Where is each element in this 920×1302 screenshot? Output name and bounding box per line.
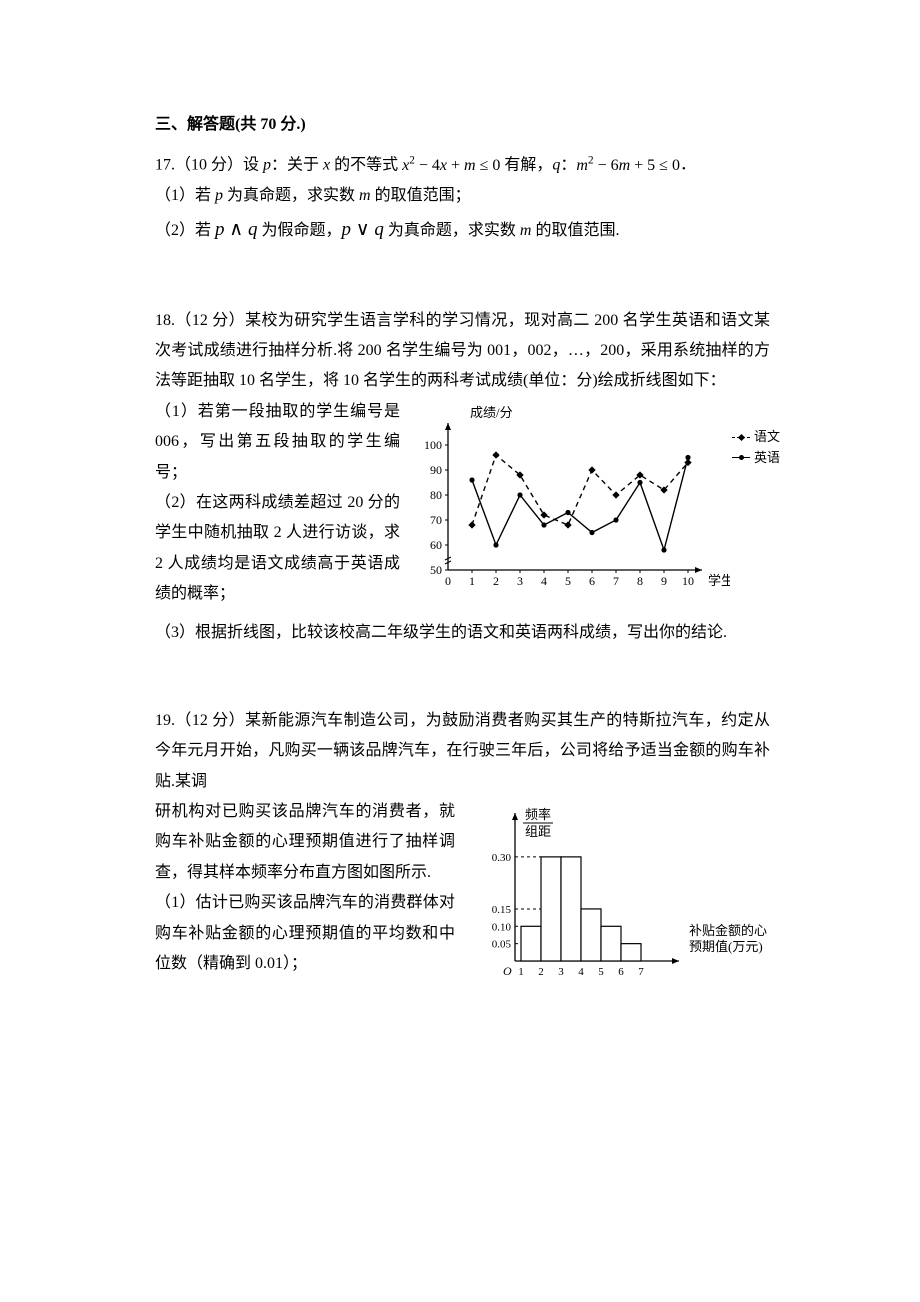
svg-text:补贴金额的心理: 补贴金额的心理	[689, 923, 767, 938]
svg-text:70: 70	[430, 513, 442, 527]
q17-lead-c: 的不等式	[330, 157, 402, 174]
q19-histogram: O 频率组距 0.05 0.10 0.15 0.30 1 2 3 4 5 6 7 补贴金额的心理预期值(万…	[467, 797, 770, 997]
q17-ineq1: x2 − 4x + m ≤ 0	[402, 157, 500, 174]
svg-text:1: 1	[518, 966, 524, 978]
svg-text:预期值(万元): 预期值(万元)	[689, 939, 763, 954]
q17-sub2-d: 的取值范围.	[531, 222, 619, 239]
svg-text:2: 2	[493, 574, 499, 588]
q18-sub3: （3）根据折线图，比较该校高二年级学生的语文和英语两科成绩，写出你的结论.	[155, 618, 770, 648]
legend-solid-icon	[732, 457, 750, 458]
svg-text:7: 7	[638, 966, 644, 978]
svg-text:5: 5	[598, 966, 604, 978]
q18-left-col: （1）若第一段抽取的学生编号是 006，写出第五段抽取的学生编号； （2）在这两…	[155, 397, 400, 610]
section-heading: 三、解答题(共 70 分.)	[155, 110, 770, 140]
svg-text:3: 3	[517, 574, 523, 588]
question-18: 18.（12 分）某校为研究学生语言学科的学习情况，现对高二 200 名学生英语…	[155, 306, 770, 648]
svg-text:60: 60	[430, 538, 442, 552]
legend-row-yingyu: 英语	[732, 448, 780, 469]
q17-sub2-c: 为真命题，求实数	[384, 222, 520, 239]
svg-text:0.15: 0.15	[492, 904, 512, 916]
svg-text:100: 100	[424, 438, 442, 452]
svg-text:1: 1	[469, 574, 475, 588]
svg-text:9: 9	[661, 574, 667, 588]
q17-ineq2: m2 − 6m + 5 ≤ 0	[576, 157, 680, 174]
svg-text:学生: 学生	[708, 573, 730, 588]
svg-text:成绩/分: 成绩/分	[470, 405, 513, 420]
q18-sub2: （2）在这两科成绩差超过 20 分的学生中随机抽取 2 人进行访谈，求 2 人成…	[155, 488, 400, 610]
q17-sub2: （2）若 p ∧ q 为假命题，p ∨ q 为真命题，求实数 m 的取值范围.	[155, 212, 770, 248]
svg-text:4: 4	[541, 574, 547, 588]
q17-sub2-pq2: p ∨ q	[341, 219, 383, 240]
q17-lead-b: ：关于	[271, 157, 323, 174]
q18-stem: 18.（12 分）某校为研究学生语言学科的学习情况，现对高二 200 名学生英语…	[155, 306, 770, 397]
legend-yingyu: 英语	[754, 448, 780, 469]
svg-text:4: 4	[578, 966, 584, 978]
svg-text:0.05: 0.05	[492, 939, 512, 951]
q17-sub2-pq1: p ∧ q	[215, 219, 257, 240]
q19-left1: 研机构对已购买该品牌汽车的消费者，就购车补贴金额的心理预期值进行了抽样调查，得其…	[155, 797, 455, 888]
q19-stem: 19.（12 分）某新能源汽车制造公司，为鼓励消费者购买其生产的特斯拉汽车，约定…	[155, 706, 770, 797]
svg-text:2: 2	[538, 966, 544, 978]
q17-sub1-c: 的取值范围；	[371, 187, 471, 204]
svg-text:0: 0	[445, 574, 451, 588]
q17-sub2-m: m	[520, 222, 532, 239]
svg-text:0.30: 0.30	[492, 852, 512, 864]
q17-sub1-a: （1）若	[155, 187, 215, 204]
q17-sub1: （1）若 p 为真命题，求实数 m 的取值范围；	[155, 181, 770, 211]
svg-text:频率: 频率	[525, 807, 551, 822]
svg-text:90: 90	[430, 463, 442, 477]
q19-left-col: 研机构对已购买该品牌汽车的消费者，就购车补贴金额的心理预期值进行了抽样调查，得其…	[155, 797, 455, 979]
svg-text:80: 80	[430, 488, 442, 502]
q17-lead-f: ．	[680, 157, 696, 174]
q17-lead-a: 17.（10 分）设	[155, 157, 263, 174]
legend-row-yuwen: 语文	[732, 427, 780, 448]
legend-dash-icon	[732, 437, 750, 438]
q18-sub1: （1）若第一段抽取的学生编号是 006，写出第五段抽取的学生编号；	[155, 397, 400, 488]
svg-text:50: 50	[430, 563, 442, 577]
q17-sub2-b: 为假命题，	[257, 222, 341, 239]
q18-legend: 语文 英语	[732, 427, 780, 469]
q17-p: p	[263, 157, 271, 174]
svg-text:8: 8	[637, 574, 643, 588]
legend-yuwen: 语文	[754, 427, 780, 448]
q17-sub1-p: p	[215, 187, 223, 204]
svg-text:10: 10	[682, 574, 694, 588]
svg-text:6: 6	[589, 574, 595, 588]
q17-sub1-b: 为真命题，求实数	[223, 187, 359, 204]
svg-text:0.10: 0.10	[492, 921, 512, 933]
q18-sub2-text: （2）在这两科成绩差超过 20 分的学生中随机抽取 2 人进行访谈，求 2 人成…	[155, 494, 400, 602]
q17-sub1-m: m	[359, 187, 371, 204]
question-19: 19.（12 分）某新能源汽车制造公司，为鼓励消费者购买其生产的特斯拉汽车，约定…	[155, 706, 770, 998]
q17-sub2-a: （2）若	[155, 222, 215, 239]
q17-stem: 17.（10 分）设 p：关于 x 的不等式 x2 − 4x + m ≤ 0 有…	[155, 150, 770, 181]
q17-lead-e: ：	[560, 157, 576, 174]
svg-text:7: 7	[613, 574, 619, 588]
q17-lead-d: 有解，	[500, 157, 552, 174]
q18-line-chart: 5060708090100012345678910成绩/分学生 语文 英语	[410, 397, 770, 608]
svg-text:6: 6	[618, 966, 624, 978]
svg-text:组距: 组距	[525, 824, 551, 839]
svg-text:5: 5	[565, 574, 571, 588]
svg-text:3: 3	[558, 966, 564, 978]
q19-left2: （1）估计已购买该品牌汽车的消费群体对购车补贴金额的心理预期值的平均数和中位数（…	[155, 888, 455, 979]
question-17: 17.（10 分）设 p：关于 x 的不等式 x2 − 4x + m ≤ 0 有…	[155, 150, 770, 247]
svg-text:O: O	[503, 964, 512, 978]
